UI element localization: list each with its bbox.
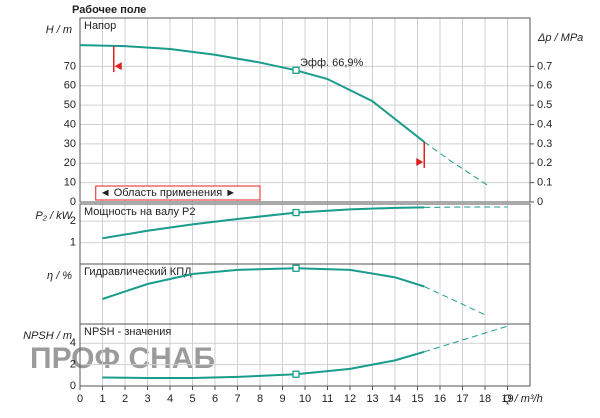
panel-label: Мощность на валу P2: [84, 206, 196, 218]
curve: [102, 206, 425, 240]
x-tick-label: 13: [366, 393, 378, 405]
y-axis-label: P₂ / kW: [35, 210, 73, 222]
panel-frame: [79, 17, 531, 203]
y2-tick-label: 0.1: [537, 177, 552, 189]
y-axis-label: η / %: [47, 270, 72, 282]
efficiency-annotation: Эфф. 66,9%: [300, 57, 364, 69]
curve: [102, 350, 425, 379]
y-axis-label: H / m: [46, 24, 72, 36]
y2-tick-label: 0.4: [537, 118, 552, 130]
y-tick-label: 20: [64, 157, 76, 169]
operating-point: [292, 264, 300, 272]
curve: [102, 267, 425, 300]
x-tick-label: 7: [234, 393, 240, 405]
x-tick-label: 11: [322, 393, 333, 405]
x-tick-label: 15: [411, 393, 423, 405]
x-tick-label: 6: [212, 393, 218, 405]
operating-point: [292, 208, 300, 217]
operating-point: [292, 66, 300, 74]
x-tick-label: 2: [122, 393, 128, 405]
y-tick-label: 40: [64, 118, 76, 130]
y2-tick-label: 0: [537, 196, 543, 208]
x-tick-label: 0: [77, 393, 83, 405]
application-range-label: ◄ Область применения ►: [100, 187, 236, 199]
curve: [424, 325, 508, 353]
y-tick-label: 1: [70, 236, 76, 248]
x-tick-label: 16: [434, 393, 446, 405]
y-tick-label: 50: [64, 99, 76, 111]
chart-title: Рабочее поле: [72, 4, 146, 16]
limit-arrow: [416, 157, 424, 166]
y2-tick-label: 0.5: [537, 99, 552, 111]
y-axis-label: NPSH / m: [23, 330, 72, 342]
y-tick-label: 70: [64, 60, 76, 72]
y2-axis-label: Δp / MPa: [537, 32, 583, 44]
watermark: ПРОФ СНАБ: [30, 342, 215, 375]
y-tick-label: 2: [70, 359, 76, 371]
x-tick-label: 8: [257, 393, 263, 405]
y-tick-label: 4: [70, 337, 76, 349]
x-tick-label: 4: [167, 393, 173, 405]
x-tick-label: 18: [479, 393, 491, 405]
x-tick-label: 12: [344, 393, 356, 405]
y2-tick-label: 0.3: [537, 138, 552, 150]
x-tick-label: 10: [299, 393, 311, 405]
x-tick-label: 3: [144, 393, 150, 405]
y-tick-label: 0: [70, 380, 76, 392]
y2-tick-label: 0.2: [537, 157, 552, 169]
x-tick-label: 9: [279, 393, 285, 405]
x-tick-label: 19: [501, 393, 513, 405]
application-range-box: [95, 185, 261, 201]
curve: [424, 286, 486, 316]
y-tick-label: 60: [64, 80, 76, 92]
y-tick-label: 10: [64, 177, 76, 189]
limit-arrow: [114, 62, 122, 71]
x-tick-label: 5: [189, 393, 195, 405]
y2-tick-label: 0.7: [537, 60, 552, 72]
x-axis-label: Q / m³/h: [503, 393, 543, 405]
panel-label: Гидравлический КПД: [84, 266, 192, 278]
y-tick-label: 30: [64, 138, 76, 150]
panel-label: Напор: [84, 20, 116, 32]
operating-point: [292, 370, 300, 378]
curve: [423, 141, 490, 187]
y2-tick-label: 0.6: [537, 80, 552, 92]
y-tick-label: 2: [70, 215, 76, 227]
curve: [79, 44, 425, 143]
panel-label: NPSH - значения: [84, 326, 171, 338]
y-tick-label: 0: [70, 196, 76, 208]
x-tick-label: 1: [99, 393, 105, 405]
x-tick-label: 17: [456, 393, 468, 405]
x-tick-label: 14: [389, 393, 401, 405]
